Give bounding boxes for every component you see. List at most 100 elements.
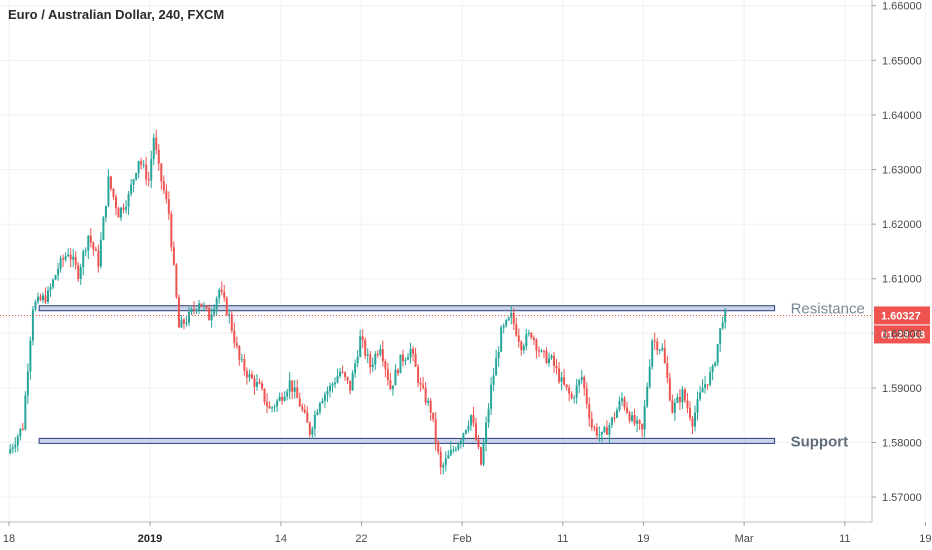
candle-body [676,396,679,403]
candle-body [132,179,135,185]
candle-body [220,289,223,292]
candle-body [560,377,563,382]
chart-title: Euro / Australian Dollar, 240, FXCM [8,7,225,22]
x-tick-label: 11 [839,533,850,545]
candle-body [125,206,128,210]
candle-body [653,340,656,342]
time-axis[interactable]: 18 2019 14 22 Feb 11 19 Mar 11 19 [0,521,931,545]
candle-body [636,420,639,424]
candle-body [386,369,389,381]
candle-body [127,193,130,207]
candle-body [663,347,666,363]
x-tick-label: 22 [355,533,367,545]
current-price-line: 1.60327 01:29:18 [0,306,930,344]
candle-body [54,275,57,280]
candle-body [500,327,503,352]
candle-body [608,425,611,435]
candles [9,129,727,475]
candle-body [711,365,714,373]
candle-body [215,298,218,309]
candle-body [281,396,284,401]
countdown-label: 01:29:18 [881,329,925,341]
candle-body [172,247,175,265]
candle-body [150,159,153,181]
candle-body [401,354,404,362]
candle-body [459,441,462,445]
candle-body [583,376,586,389]
candle-body [540,350,543,352]
candle-body [182,319,185,324]
candle-body [527,332,530,334]
y-tick-label: 1.57000 [882,492,922,504]
candle-body [613,417,616,419]
candle-body [585,388,588,405]
candle-body [339,371,342,377]
candle-body [369,354,372,368]
candle-body [87,235,90,251]
x-tick-label: 19 [919,533,931,545]
candle-body [588,404,591,419]
candle-body [253,378,256,387]
candle-body [661,347,664,350]
candle-body [542,350,545,352]
candle-body [532,337,535,340]
candle-body [283,396,286,401]
candle-body [678,396,681,403]
x-tick-label: Mar [735,533,754,545]
candle-body [407,357,410,360]
candle-body [412,348,415,354]
candle-body [427,400,430,403]
x-tick-label: 19 [637,533,649,545]
candle-body [391,385,394,390]
price-axis[interactable]: 1.66000 1.65000 1.64000 1.63000 1.62000 1.610… [871,0,922,522]
candle-body [404,359,407,362]
candle-body [469,415,472,426]
candle-body [296,387,299,398]
y-tick-label: 1.58000 [882,437,922,449]
candle-body [31,309,34,341]
candle-body [618,401,621,410]
candle-body [719,328,722,345]
candle-body [114,196,117,209]
candle-body [520,341,523,351]
candle-body [472,415,475,424]
candle-body [142,164,145,166]
candle-body [11,447,14,449]
candle-body [57,268,60,276]
y-tick-label: 1.64000 [882,110,922,122]
candle-body [145,164,148,180]
levels: Resistance Support [38,301,865,450]
candle-body [648,366,651,387]
candle-body [467,425,470,430]
candle-body [205,305,208,309]
candle-body [238,346,241,360]
candle-body [109,176,112,189]
candle-body [288,380,291,392]
candle-body [447,455,450,459]
candle-body [266,401,269,407]
candle-body [686,400,689,408]
candle-body [160,163,163,182]
candle-body [311,428,314,435]
candle-body [424,387,427,403]
candle-body [122,207,125,210]
candle-body [349,380,352,391]
candle-body [603,427,606,432]
candle-body [681,389,684,403]
candle-body [261,383,263,389]
candle-body [187,312,190,323]
candle-body [346,376,349,381]
candle-body [452,449,455,451]
candle-body [610,417,613,426]
candle-body [170,213,173,248]
candle-body [361,336,364,340]
x-tick-label: 18 [3,533,15,545]
grid [0,0,926,522]
candle-body [512,312,515,325]
candle-body [437,441,440,452]
candle-body [351,372,354,391]
countdown-badge [874,325,930,344]
candle-body [24,395,27,430]
candle-body [545,350,548,364]
